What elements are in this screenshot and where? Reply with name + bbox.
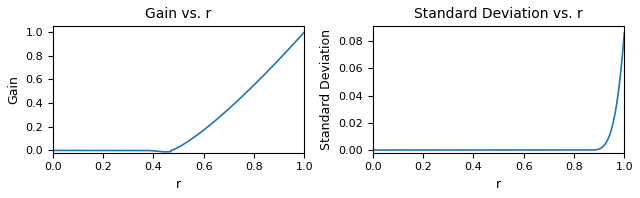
X-axis label: r: r: [176, 178, 181, 191]
X-axis label: r: r: [496, 178, 501, 191]
Title: Gain vs. r: Gain vs. r: [145, 7, 212, 21]
Y-axis label: Standard Deviation: Standard Deviation: [320, 29, 333, 150]
Title: Standard Deviation vs. r: Standard Deviation vs. r: [414, 7, 583, 21]
Y-axis label: Gain: Gain: [7, 75, 20, 104]
